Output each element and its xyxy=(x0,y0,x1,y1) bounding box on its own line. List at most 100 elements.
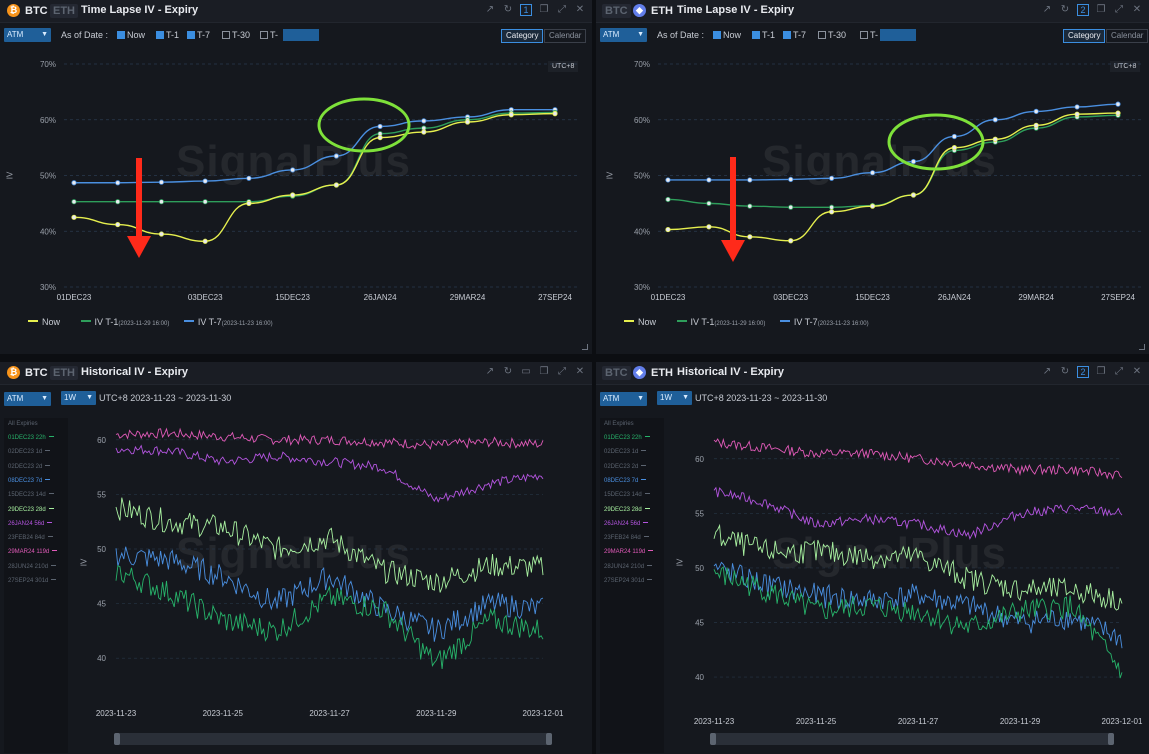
data-point xyxy=(290,167,296,173)
checkbox-t-custom[interactable]: T- xyxy=(860,30,878,40)
legend-item-t1[interactable]: IV T-1(2023-11-29 16:00) xyxy=(80,317,169,327)
duplicate-icon[interactable]: ❐ xyxy=(1096,366,1106,377)
close-icon[interactable]: ✕ xyxy=(1132,366,1142,377)
range-select[interactable]: 1W ▼ xyxy=(657,391,692,405)
duplicate-icon[interactable]: ❐ xyxy=(1096,4,1106,15)
expand-icon[interactable]: ⤢ xyxy=(558,4,566,15)
tab-eth[interactable]: ETH xyxy=(651,367,673,379)
close-icon[interactable]: ✕ xyxy=(575,366,585,377)
checkbox-t30[interactable]: T-30 xyxy=(222,30,250,40)
external-link-icon[interactable]: ↗ xyxy=(485,366,495,377)
expiry-list-item[interactable]: 02DEC23 2d xyxy=(604,464,647,470)
expiry-label: 01DEC23 22h xyxy=(604,435,642,441)
panel-title: Historical IV - Expiry xyxy=(677,366,784,378)
resize-handle[interactable] xyxy=(582,344,588,350)
atm-select[interactable]: ATM ▼ xyxy=(600,392,647,406)
expiry-list-item[interactable]: 29DEC23 28d xyxy=(8,507,54,513)
legend-item-t7[interactable]: IV T-7(2023-11-23 16:00) xyxy=(779,317,869,327)
atm-select[interactable]: ATM ▼ xyxy=(4,392,51,406)
refresh-icon[interactable]: ↻ xyxy=(1060,4,1070,15)
tab-eth[interactable]: ETH xyxy=(651,5,673,17)
expiry-list-item[interactable]: 29MAR24 119d xyxy=(604,549,654,555)
checkbox-t1[interactable]: T-1 xyxy=(752,30,775,40)
scrollbar-left-handle[interactable] xyxy=(710,733,716,745)
expiry-list-item[interactable]: 08DEC23 7d xyxy=(604,478,647,484)
resize-handle[interactable] xyxy=(1139,344,1145,350)
refresh-icon[interactable]: ↻ xyxy=(1060,366,1070,377)
duplicate-icon[interactable]: ❐ xyxy=(539,366,549,377)
checkbox-t30[interactable]: T-30 xyxy=(818,30,846,40)
range-select[interactable]: 1W ▼ xyxy=(61,391,96,405)
expiry-list-item[interactable]: 01DEC23 22h xyxy=(604,435,650,441)
legend-item-t1[interactable]: IV T-1(2023-11-29 16:00) xyxy=(676,317,765,327)
expiry-list-item[interactable]: 23FEB24 84d xyxy=(604,535,649,541)
expiry-list-item[interactable]: 26JAN24 56d xyxy=(8,520,53,527)
checkbox-t1[interactable]: T-1 xyxy=(156,30,179,40)
expiry-list-item[interactable]: 15DEC23 14d xyxy=(604,492,650,498)
external-link-icon[interactable]: ↗ xyxy=(485,4,495,15)
tab-btc[interactable]: BTC xyxy=(602,4,631,18)
close-icon[interactable]: ✕ xyxy=(575,4,585,15)
checkbox-now[interactable]: Now xyxy=(713,30,741,40)
refresh-icon[interactable]: ↻ xyxy=(503,366,513,377)
expiry-label: 26JAN24 56d xyxy=(8,520,45,527)
expiry-list-item[interactable]: 27SEP24 301d xyxy=(8,578,57,584)
checkbox-t-custom[interactable]: T- xyxy=(260,30,278,40)
toolbar: ATM ▼ As of Date : Now T-1 T-7 T-30 T- Ca… xyxy=(596,24,1149,46)
expiry-list-item[interactable]: 29DEC23 28d xyxy=(604,507,650,513)
time-range-scrollbar[interactable] xyxy=(710,733,1114,745)
tab-eth[interactable]: ETH xyxy=(50,366,78,380)
checkbox-t7[interactable]: T-7 xyxy=(187,30,210,40)
folder-icon[interactable]: ▭ xyxy=(521,366,531,377)
page-number-badge[interactable]: 2 xyxy=(1077,4,1089,16)
custom-date-input[interactable] xyxy=(283,29,319,41)
checkbox-t7[interactable]: T-7 xyxy=(783,30,806,40)
expand-icon[interactable]: ⤢ xyxy=(1115,4,1123,15)
tab-btc[interactable]: BTC xyxy=(25,367,48,379)
legend-item-now[interactable]: Now xyxy=(28,317,60,327)
tab-btc[interactable]: BTC xyxy=(25,5,48,17)
custom-date-input[interactable] xyxy=(880,29,916,41)
tab-btc[interactable]: BTC xyxy=(602,366,631,380)
expiry-list-item[interactable]: 28JUN24 210d xyxy=(604,564,653,570)
series-color-swatch xyxy=(45,464,51,466)
expiry-list-item[interactable]: 28JUN24 210d xyxy=(8,564,57,570)
view-category-button[interactable]: Category xyxy=(1063,29,1106,43)
duplicate-icon[interactable]: ❐ xyxy=(539,4,549,15)
scrollbar-right-handle[interactable] xyxy=(1108,733,1114,745)
expand-icon[interactable]: ⤢ xyxy=(558,366,566,377)
expiry-list-item[interactable]: 02DEC23 1d xyxy=(604,449,647,455)
expiry-list-item[interactable]: 15DEC23 14d xyxy=(8,492,54,498)
expiry-list-item[interactable]: 02DEC23 1d xyxy=(8,449,51,455)
view-calendar-button[interactable]: Calendar xyxy=(544,29,587,43)
page-number-badge[interactable]: 1 xyxy=(520,4,532,16)
atm-select[interactable]: ATM ▼ xyxy=(600,28,647,42)
date-range-label: UTC+8 2023-11-23 ~ 2023-11-30 xyxy=(99,393,232,403)
expiry-list-item[interactable]: 26JAN24 56d xyxy=(604,521,649,527)
view-category-button[interactable]: Category xyxy=(501,29,544,43)
tab-eth[interactable]: ETH xyxy=(50,4,78,18)
expiry-list-item[interactable]: 29MAR24 119d xyxy=(8,549,58,555)
close-icon[interactable]: ✕ xyxy=(1132,4,1142,15)
view-calendar-button[interactable]: Calendar xyxy=(1106,29,1149,43)
legend-item-t7[interactable]: IV T-7(2023-11-23 16:00) xyxy=(183,317,273,327)
y-tick-label: 60 xyxy=(695,455,704,464)
expiry-list-item[interactable]: 27SEP24 301d xyxy=(604,578,653,584)
legend-item-now[interactable]: Now xyxy=(624,317,656,327)
expiry-list-item[interactable]: 08DEC23 7d xyxy=(8,478,51,484)
time-range-scrollbar[interactable] xyxy=(114,733,552,745)
expand-icon[interactable]: ⤢ xyxy=(1115,366,1123,377)
scrollbar-right-handle[interactable] xyxy=(546,733,552,745)
panel-titlebar: ₿ BTC ETH Time Lapse IV - Expiry ↗ ↻ 1 ❐… xyxy=(0,0,592,23)
refresh-icon[interactable]: ↻ xyxy=(503,4,513,15)
scrollbar-left-handle[interactable] xyxy=(114,733,120,745)
checkbox-now[interactable]: Now xyxy=(117,30,145,40)
expiry-list-item[interactable]: 23FEB24 84d xyxy=(8,535,53,541)
external-link-icon[interactable]: ↗ xyxy=(1042,366,1052,377)
expiry-list-item[interactable]: 02DEC23 2d xyxy=(8,464,51,470)
atm-select[interactable]: ATM ▼ xyxy=(4,28,51,42)
expiry-list-item[interactable]: 01DEC23 22h xyxy=(8,435,54,441)
page-number-badge[interactable]: 2 xyxy=(1077,366,1089,378)
external-link-icon[interactable]: ↗ xyxy=(1042,4,1052,15)
data-point xyxy=(1074,104,1080,110)
